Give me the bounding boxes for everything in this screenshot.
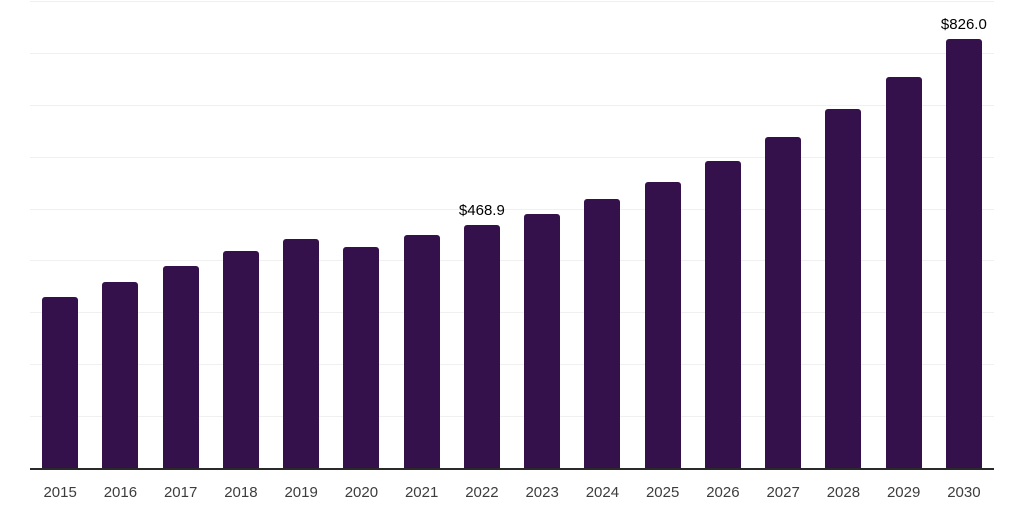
bar-2019 xyxy=(283,239,320,468)
bars: $468.9 $826.0 xyxy=(30,1,994,468)
x-tick-label-2020: 2020 xyxy=(344,484,379,501)
bar-2028 xyxy=(825,108,862,468)
x-tick-label-2029: 2029 xyxy=(886,484,921,501)
gridline-700 xyxy=(30,104,994,106)
x-tick-label-2026: 2026 xyxy=(706,484,740,501)
x-tick-label-2023: 2023 xyxy=(525,484,559,501)
bar-slot-2020 xyxy=(331,1,391,468)
bar-slot-2016 xyxy=(90,1,150,468)
bar-slot-2015 xyxy=(30,1,90,468)
bar-slot-2029 xyxy=(874,1,934,468)
x-axis: 2015 2016 2017 2018 2019 2020 2021 2022 2023 2024… xyxy=(30,484,994,501)
data-label-2022: $468.9 xyxy=(458,201,505,219)
x-tick-label-2030: 2030 xyxy=(947,484,981,501)
bar-2025 xyxy=(644,181,681,468)
x-tick-label-2025: 2025 xyxy=(645,484,680,501)
bar-2026 xyxy=(704,160,741,468)
gridline-900 xyxy=(30,1,994,2)
bar-slot-2019 xyxy=(271,1,331,468)
gridline-100 xyxy=(30,416,994,418)
gridline-300 xyxy=(30,312,994,314)
data-label-2030: $826.0 xyxy=(940,16,987,34)
bar-2018 xyxy=(222,251,259,468)
bar-slot-2024 xyxy=(572,1,632,468)
x-tick-label-2022: 2022 xyxy=(465,484,499,501)
bar-slot-2017 xyxy=(151,1,211,468)
gridline-200 xyxy=(30,364,994,366)
gridline-400 xyxy=(30,260,994,262)
bar-2020 xyxy=(343,246,380,468)
x-tick-label-2018: 2018 xyxy=(224,484,258,501)
bar-2022 xyxy=(463,224,500,468)
bar-2029 xyxy=(885,77,922,468)
bar-2024 xyxy=(584,199,621,468)
bar-2027 xyxy=(765,136,802,468)
x-tick-label-2016: 2016 xyxy=(103,484,138,501)
bar-slot-2027 xyxy=(753,1,813,468)
gridline-500 xyxy=(30,208,994,210)
bar-slot-2028 xyxy=(813,1,873,468)
x-tick-label-2021: 2021 xyxy=(404,484,439,501)
x-tick-label-2017: 2017 xyxy=(163,484,198,501)
bar-slot-2030: $826.0 xyxy=(934,1,994,468)
gridline-800 xyxy=(30,52,994,54)
bar-2015 xyxy=(42,296,79,468)
bar-slot-2026 xyxy=(693,1,753,468)
x-tick-label-2019: 2019 xyxy=(284,484,318,501)
bar-2023 xyxy=(524,214,561,468)
x-tick-label-2015: 2015 xyxy=(43,484,77,501)
x-tick-label-2027: 2027 xyxy=(766,484,800,501)
bar-slot-2021 xyxy=(392,1,452,468)
x-tick-label-2024: 2024 xyxy=(585,484,620,501)
bar-2030 xyxy=(945,39,982,468)
bar-slot-2025 xyxy=(633,1,693,468)
bar-2021 xyxy=(403,234,440,468)
bar-slot-2022: $468.9 xyxy=(452,1,512,468)
bar-slot-2018 xyxy=(211,1,271,468)
x-tick-label-2028: 2028 xyxy=(826,484,861,501)
gridline-600 xyxy=(30,156,994,158)
bar-2017 xyxy=(162,266,199,468)
bar-slot-2023 xyxy=(512,1,572,468)
bar-2016 xyxy=(102,282,139,468)
plot-area: $468.9 $826.0 xyxy=(30,1,994,470)
